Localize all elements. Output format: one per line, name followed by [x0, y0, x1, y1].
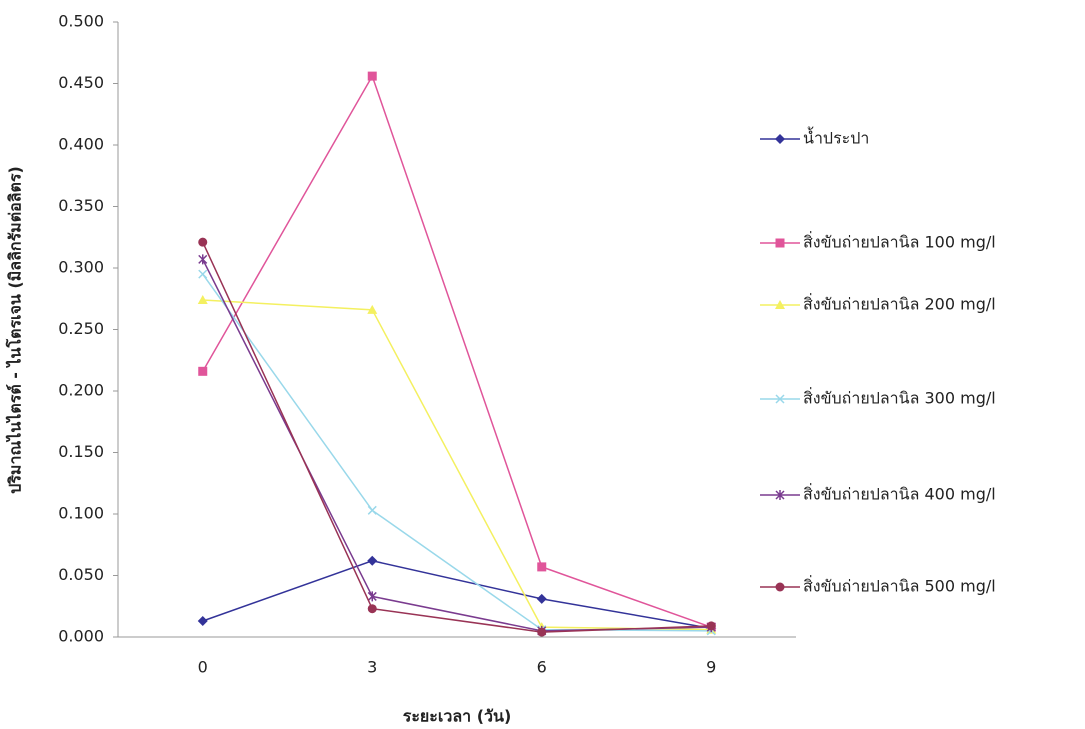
data-point [367, 505, 377, 515]
y-tick-label: 0.300 [58, 258, 104, 277]
legend-marker [775, 394, 785, 404]
legend-marker [775, 300, 785, 309]
legend-label: สิ่งขับถ่ายปลานิล 100 mg/l [803, 231, 996, 252]
y-tick-label: 0.050 [58, 565, 104, 584]
legend-label: สิ่งขับถ่ายปลานิล 500 mg/l [803, 575, 996, 596]
data-point [537, 627, 547, 637]
x-tick-label: 9 [706, 658, 716, 677]
legend-marker [775, 134, 785, 144]
y-tick-label: 0.200 [58, 381, 104, 400]
series-line [202, 241, 712, 633]
data-point [198, 237, 208, 247]
legend-marker [775, 490, 785, 500]
y-tick-label: 0.100 [58, 504, 104, 523]
series-line [202, 559, 712, 630]
y-axis-title: ปริมาณไนไตรต์ - ไนโตรเจน (มิลลิกรัมต่อลิ… [5, 166, 25, 494]
series-line [202, 74, 712, 628]
x-tick-label: 3 [367, 658, 377, 677]
data-point [197, 616, 208, 627]
data-point [198, 269, 208, 279]
series-line [202, 273, 712, 632]
data-point [198, 254, 208, 265]
legend-marker [775, 582, 785, 592]
data-point [198, 366, 208, 376]
legend-label: สิ่งขับถ่ายปลานิล 300 mg/l [803, 387, 996, 408]
data-point [367, 71, 377, 81]
legend-label: น้ำประปา [803, 127, 869, 148]
legend-label: สิ่งขับถ่ายปลานิล 200 mg/l [803, 293, 996, 314]
y-tick-label: 0.500 [58, 12, 104, 31]
data-point [706, 621, 716, 631]
data-point [367, 304, 378, 314]
data-point [367, 555, 378, 566]
legend-label: สิ่งขับถ่ายปลานิล 400 mg/l [803, 483, 996, 504]
data-point [367, 591, 377, 602]
x-tick-label: 0 [198, 658, 208, 677]
x-tick-label: 6 [537, 658, 547, 677]
y-tick-label: 0.400 [58, 135, 104, 154]
data-point [367, 604, 377, 614]
data-point [197, 294, 208, 304]
y-tick-label: 0.250 [58, 319, 104, 338]
legend-marker [775, 238, 785, 248]
x-axis-title: ระยะเวลา (วัน) [403, 707, 512, 726]
y-tick-label: 0.350 [58, 196, 104, 215]
data-point [537, 562, 547, 572]
y-tick-label: 0.450 [58, 73, 104, 92]
data-point [536, 593, 547, 604]
y-tick-label: 0.150 [58, 442, 104, 461]
y-tick-label: 0.000 [58, 627, 104, 646]
